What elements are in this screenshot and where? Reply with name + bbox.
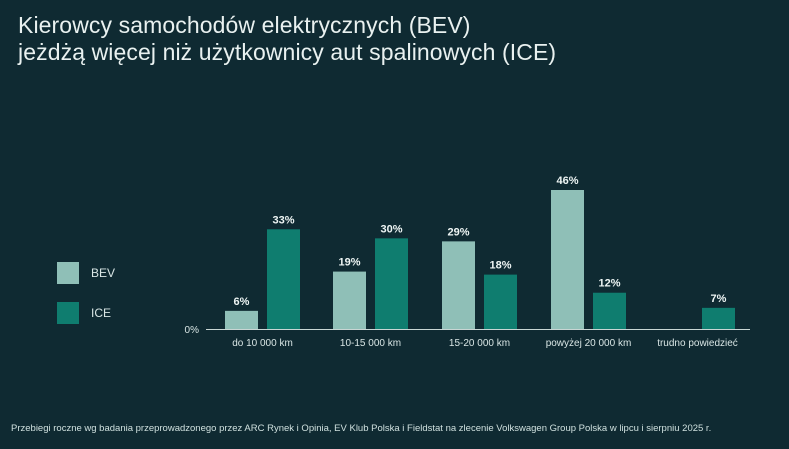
bar-ice-2 (484, 275, 517, 329)
category-label-1: 10-15 000 km (340, 338, 401, 349)
y-zero-label: 0% (185, 325, 200, 336)
bar-bev-3 (551, 190, 584, 329)
data-label-ice-0: 33% (272, 214, 294, 226)
category-label-0: do 10 000 km (232, 338, 293, 349)
bar-bev-0 (225, 311, 258, 329)
data-label-ice-3: 12% (598, 278, 620, 290)
bar-ice-1 (375, 238, 408, 329)
bar-bev-1 (333, 272, 366, 329)
data-label-bev-0: 6% (234, 296, 250, 308)
bar-bev-2 (442, 241, 475, 329)
bar-ice-0 (267, 229, 300, 329)
data-label-bev-1: 19% (338, 257, 360, 269)
category-label-2: 15-20 000 km (449, 338, 510, 349)
data-label-ice-2: 18% (489, 260, 511, 272)
category-label-3: powyżej 20 000 km (546, 338, 632, 349)
bars-group (225, 190, 735, 329)
data-label-bev-3: 46% (556, 175, 578, 187)
category-label-4: trudno powiedzieć (657, 338, 738, 349)
footnote: Przebiegi roczne wg badania przeprowadzo… (11, 423, 781, 434)
data-label-ice-1: 30% (380, 223, 402, 235)
bar-ice-4 (702, 308, 735, 329)
data-label-ice-4: 7% (711, 293, 727, 305)
bar-ice-3 (593, 293, 626, 329)
data-label-bev-2: 29% (447, 226, 469, 238)
